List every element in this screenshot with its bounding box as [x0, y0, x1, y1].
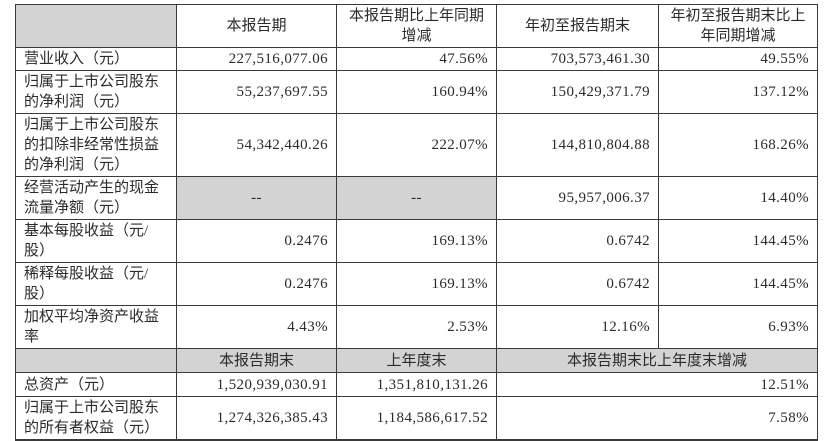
row-label: 加权平均净资产收益率	[15, 305, 177, 349]
value-cell: 2.53%	[336, 305, 497, 349]
column-header-ytd: 年初至报告期末	[496, 4, 659, 48]
table-row-net-profit: 归属于上市公司股东的净利润（元） 55,237,697.55 160.94% 1…	[15, 70, 818, 114]
column-header-period-end: 本报告期末	[176, 348, 337, 373]
value-cell: 169.13%	[336, 219, 497, 263]
value-cell: 227,516,077.06	[176, 47, 337, 71]
value-cell: 0.6742	[496, 219, 659, 263]
value-cell: 1,274,326,385.43	[176, 396, 337, 441]
value-cell: 150,429,371.79	[496, 70, 659, 114]
value-cell: 1,184,586,617.52	[336, 396, 497, 441]
column-header-current-period: 本报告期	[176, 4, 337, 48]
value-cell: 144.45%	[658, 219, 818, 263]
row-label: 归属于上市公司股东的扣除非经常性损益的净利润（元）	[15, 113, 177, 177]
column-header-prior-yearend: 上年度末	[336, 348, 497, 373]
value-cell: 4.43%	[176, 305, 337, 349]
column-header-yearend-change: 本报告期末比上年度末增减	[496, 348, 818, 373]
value-cell: 49.55%	[658, 47, 818, 71]
row-label: 总资产（元）	[15, 372, 177, 397]
header-row-period: 本报告期 本报告期比上年同期增减 年初至报告期末 年初至报告期末比上年同期增减	[15, 4, 818, 48]
value-cell: 222.07%	[336, 113, 497, 177]
value-cell: 703,573,461.30	[496, 47, 659, 71]
value-cell: 0.6742	[496, 262, 659, 306]
row-label: 归属于上市公司股东的净利润（元）	[15, 70, 177, 114]
corner-cell	[15, 348, 177, 373]
value-cell-na: --	[336, 176, 497, 220]
value-cell: 95,957,006.37	[496, 176, 659, 220]
value-cell: 47.56%	[336, 47, 497, 71]
financial-summary: 本报告期 本报告期比上年同期增减 年初至报告期末 年初至报告期末比上年同期增减 …	[15, 4, 818, 441]
value-cell: 144.45%	[658, 262, 818, 306]
value-cell: 0.2476	[176, 262, 337, 306]
value-cell: 55,237,697.55	[176, 70, 337, 114]
value-cell: 54,342,440.26	[176, 113, 337, 177]
table-row-weighted-avg-roe: 加权平均净资产收益率 4.43% 2.53% 12.16% 6.93%	[15, 305, 818, 349]
value-cell: 6.93%	[658, 305, 818, 349]
value-cell: 144,810,804.88	[496, 113, 659, 177]
value-cell: 1,351,810,131.26	[336, 372, 497, 397]
row-label: 稀释每股收益（元/股）	[15, 262, 177, 306]
corner-cell	[15, 4, 177, 48]
value-cell: 0.2476	[176, 219, 337, 263]
table-row-net-profit-excl-nonrecurring: 归属于上市公司股东的扣除非经常性损益的净利润（元） 54,342,440.26 …	[15, 113, 818, 177]
value-cell: 1,520,939,030.91	[176, 372, 337, 397]
value-cell: 137.12%	[658, 70, 818, 114]
row-label: 营业收入（元）	[15, 47, 177, 71]
header-row-yearend: 本报告期末 上年度末 本报告期末比上年度末增减	[15, 348, 818, 373]
row-label: 基本每股收益（元/股）	[15, 219, 177, 263]
value-cell-na: --	[176, 176, 337, 220]
row-label: 经营活动产生的现金流量净额（元）	[15, 176, 177, 220]
value-cell: 168.26%	[658, 113, 818, 177]
table-row-total-assets: 总资产（元） 1,520,939,030.91 1,351,810,131.26…	[15, 372, 818, 397]
financial-summary-table: 本报告期 本报告期比上年同期增减 年初至报告期末 年初至报告期末比上年同期增减 …	[15, 4, 818, 441]
value-cell: 7.58%	[496, 396, 818, 441]
value-cell: 160.94%	[336, 70, 497, 114]
table-row-revenue: 营业收入（元） 227,516,077.06 47.56% 703,573,46…	[15, 47, 818, 71]
table-row-diluted-eps: 稀释每股收益（元/股） 0.2476 169.13% 0.6742 144.45…	[15, 262, 818, 306]
table-row-basic-eps: 基本每股收益（元/股） 0.2476 169.13% 0.6742 144.45…	[15, 219, 818, 263]
value-cell: 12.51%	[496, 372, 818, 397]
column-header-ytd-yoy-change: 年初至报告期末比上年同期增减	[658, 4, 818, 48]
table-row-operating-cash-flow: 经营活动产生的现金流量净额（元） -- -- 95,957,006.37 14.…	[15, 176, 818, 220]
value-cell: 14.40%	[658, 176, 818, 220]
value-cell: 12.16%	[496, 305, 659, 349]
row-label: 归属于上市公司股东的所有者权益（元）	[15, 396, 177, 441]
column-header-period-yoy-change: 本报告期比上年同期增减	[336, 4, 497, 48]
value-cell: 169.13%	[336, 262, 497, 306]
table-row-owners-equity: 归属于上市公司股东的所有者权益（元） 1,274,326,385.43 1,18…	[15, 396, 818, 441]
